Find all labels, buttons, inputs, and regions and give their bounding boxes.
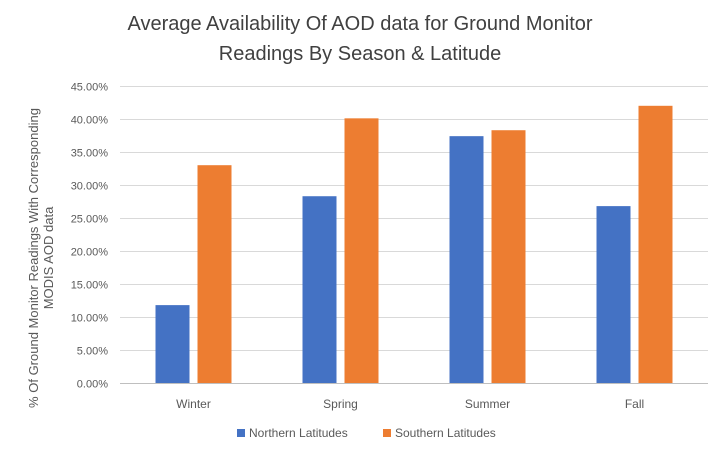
y-tick-label: 10.00% [71, 313, 109, 325]
legend-swatch [383, 429, 391, 437]
legend-swatch [237, 429, 245, 437]
y-axis-title-line-2: MODIS AOD data [41, 206, 56, 309]
bar-southern-latitudes-fall [638, 105, 673, 384]
chart-title: Average Availability Of AOD data for Gro… [127, 13, 592, 65]
y-axis-title-line-1: % Of Ground Monitor Readings With Corres… [26, 108, 41, 408]
y-tick-label: 25.00% [71, 214, 109, 226]
y-tick-label: 15.00% [71, 280, 109, 292]
y-tick-label: 20.00% [71, 247, 109, 259]
chart-title-line-1: Average Availability Of AOD data for Gro… [127, 13, 592, 35]
y-tick-label: 45.00% [71, 82, 109, 94]
legend-label: Northern Latitudes [249, 426, 348, 440]
bar-northern-latitudes-fall [596, 206, 631, 383]
x-tick-label: Fall [625, 397, 644, 411]
y-axis-title: % Of Ground Monitor Readings With Corres… [26, 108, 56, 408]
y-tick-label: 35.00% [71, 148, 109, 160]
bar-northern-latitudes-winter [155, 305, 190, 383]
bar-southern-latitudes-spring [344, 118, 379, 383]
chart-title-line-2: Readings By Season & Latitude [219, 43, 501, 65]
bar-southern-latitudes-summer [491, 130, 526, 383]
legend: Northern Latitudes Southern Latitudes [237, 426, 496, 440]
y-tick-label: 30.00% [71, 181, 109, 193]
x-tick-label: Summer [465, 397, 510, 411]
y-tick-label: 40.00% [71, 115, 109, 127]
x-tick-label: Winter [176, 397, 211, 411]
y-tick-label: 0.00% [77, 379, 108, 391]
bar-northern-latitudes-spring [302, 196, 337, 383]
x-tick-label: Spring [323, 397, 358, 411]
legend-label: Southern Latitudes [395, 426, 496, 440]
y-tick-label: 5.00% [77, 346, 108, 358]
bar-northern-latitudes-summer [449, 136, 484, 383]
bar-southern-latitudes-winter [197, 165, 232, 383]
